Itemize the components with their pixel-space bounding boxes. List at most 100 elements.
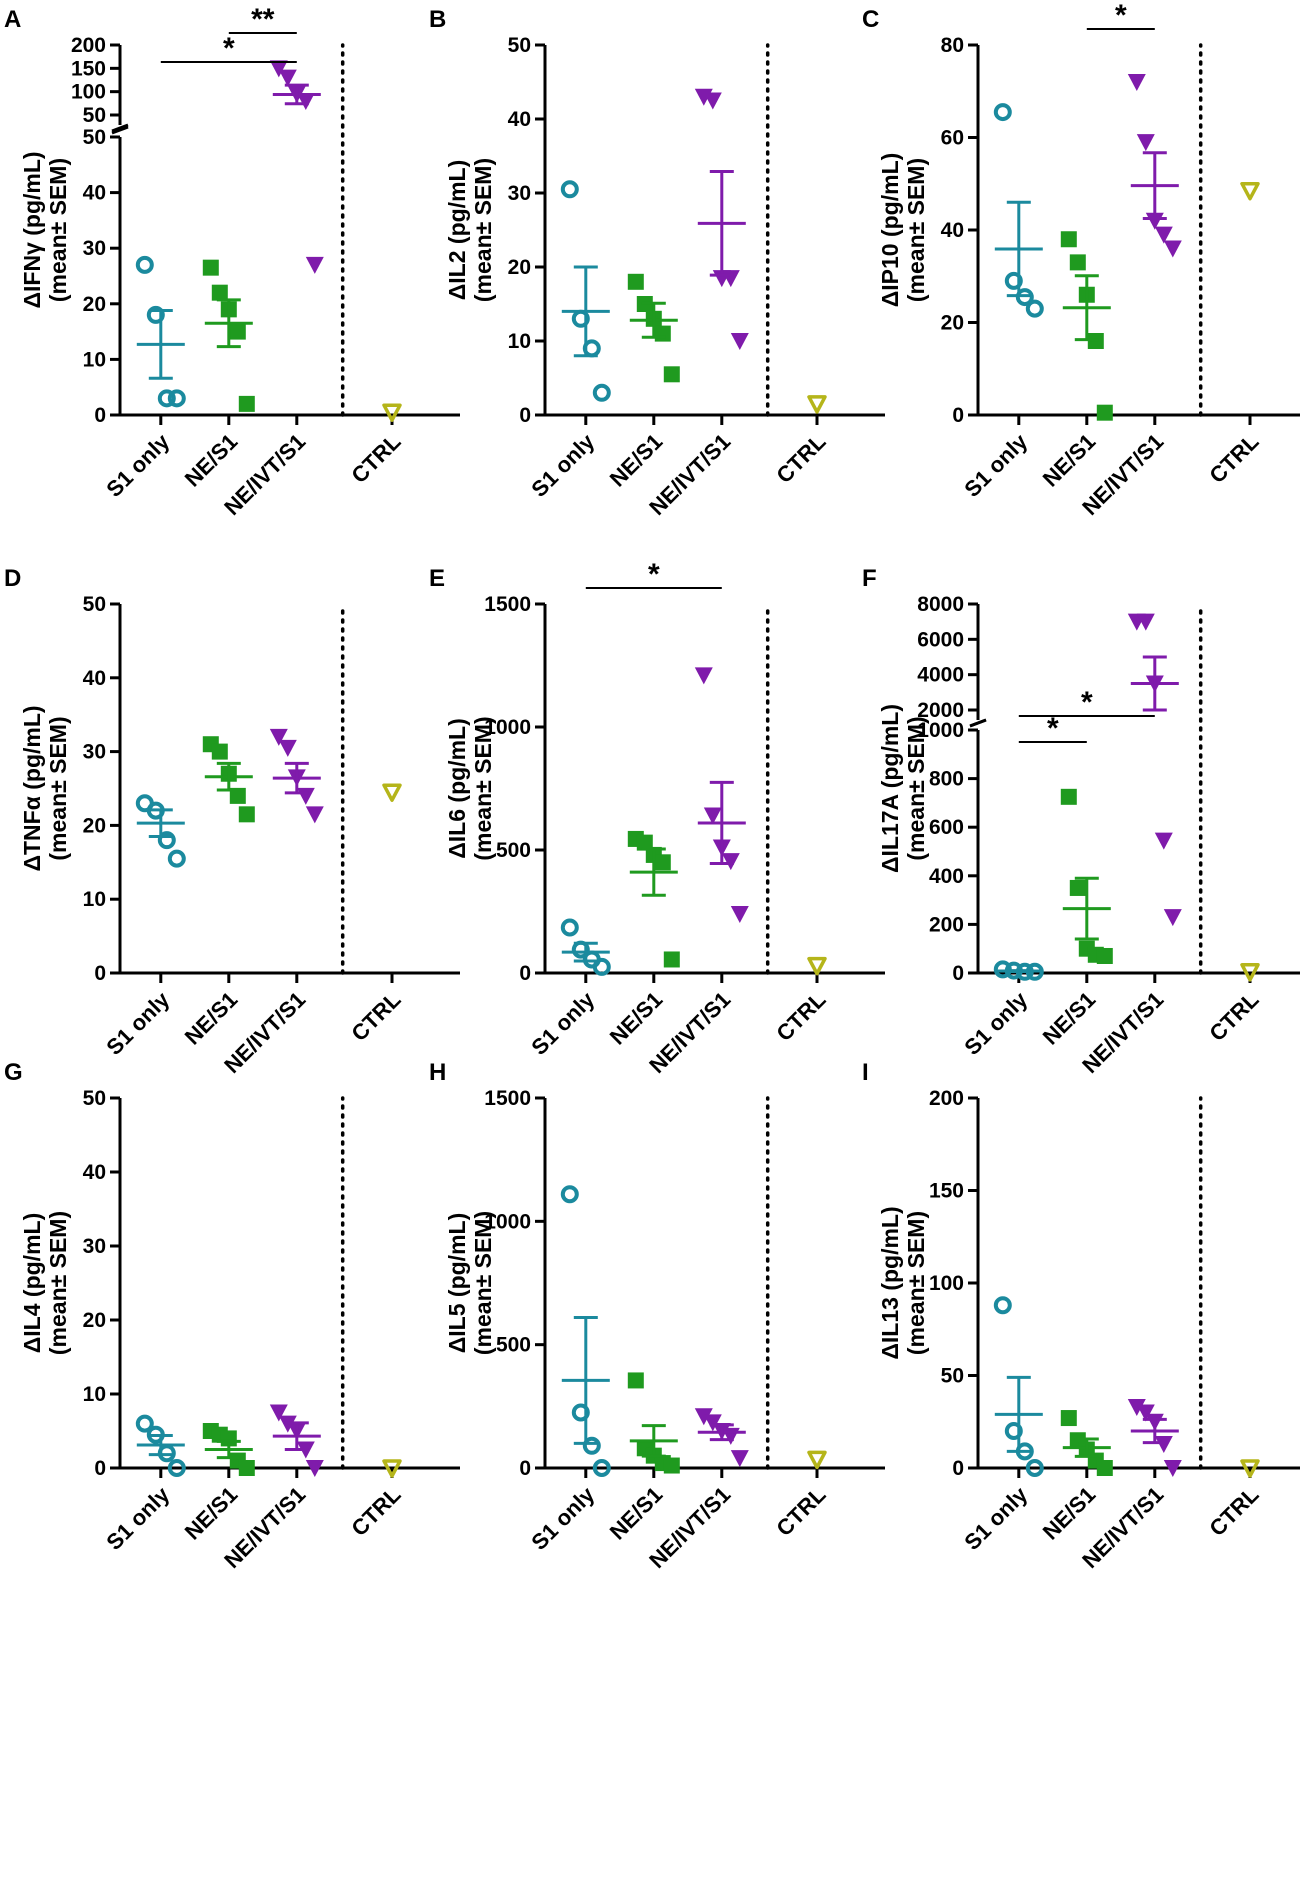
- data-point-ctrl: [807, 395, 827, 414]
- y-tick-label: 40: [508, 108, 531, 131]
- data-point-ne: [663, 951, 680, 968]
- data-point-s1: [592, 383, 611, 402]
- y-tick-label: 0: [94, 962, 106, 985]
- data-point-nei: [296, 787, 315, 805]
- data-point-ne: [238, 1460, 255, 1476]
- x-tick-label-ctrl: CTRL: [346, 1482, 405, 1541]
- significance-label: *: [223, 32, 235, 65]
- y-axis-label-sub: (mean± SEM): [903, 158, 929, 302]
- data-point-nei: [730, 333, 749, 350]
- data-point-s1: [993, 1296, 1012, 1315]
- y-axis-label: ΔIFNγ (pg/mL): [19, 151, 45, 308]
- data-point-ctrl: [1240, 1459, 1260, 1478]
- y-tick-label: 30: [83, 237, 106, 260]
- data-point-ne: [1096, 1460, 1113, 1476]
- significance-label: *: [1081, 686, 1093, 719]
- y-axis-label: ΔIL5 (pg/mL): [444, 1213, 470, 1353]
- data-point-ne: [1060, 231, 1077, 248]
- y-tick-label: 400: [929, 865, 964, 888]
- y-tick-label: 0: [519, 962, 531, 985]
- data-point-s1: [146, 305, 165, 324]
- x-tick-label-s1: S1 only: [959, 1481, 1033, 1555]
- data-point-nei: [721, 853, 740, 871]
- data-point-ne: [1060, 1410, 1077, 1427]
- y-axis-label: ΔIP10 (pg/mL): [877, 153, 903, 308]
- data-point-ne: [211, 743, 228, 760]
- y-tick-label: 30: [83, 1235, 106, 1258]
- x-tick-label-ctrl: CTRL: [346, 429, 405, 488]
- x-tick-label-ne: NE/S1: [605, 1482, 668, 1545]
- y-tick-label-upper: 2000: [917, 699, 964, 722]
- data-point-ne: [1060, 788, 1077, 805]
- x-tick-label-ne: NE/S1: [605, 987, 668, 1050]
- data-point-ne: [238, 806, 255, 823]
- data-point-nei: [694, 667, 713, 685]
- panel-letter: G: [4, 1059, 23, 1086]
- data-point-s1: [157, 389, 176, 408]
- y-tick-label: 150: [929, 1180, 964, 1203]
- x-tick-label-ctrl: CTRL: [771, 987, 830, 1046]
- x-tick-label-s1: S1 only: [526, 986, 600, 1060]
- y-tick-label: 20: [83, 814, 106, 837]
- data-point-ne: [229, 787, 246, 804]
- y-tick-label: 50: [83, 593, 106, 616]
- data-point-s1: [582, 1436, 601, 1455]
- y-axis-label-sub: (mean± SEM): [45, 1211, 71, 1355]
- data-point-ctrl: [1240, 963, 1260, 982]
- y-tick-label: 0: [94, 1457, 106, 1480]
- axis-break-mark: [969, 718, 987, 728]
- data-point-s1: [1004, 1422, 1023, 1440]
- data-point-nei: [269, 1404, 288, 1422]
- y-tick-label: 1000: [484, 716, 531, 739]
- y-axis-label-sub: (mean± SEM): [470, 716, 496, 860]
- y-tick-label-upper: 4000: [917, 664, 964, 687]
- y-tick-label: 0: [952, 1457, 964, 1480]
- panel-letter: I: [862, 1059, 869, 1086]
- data-point-s1: [560, 918, 579, 937]
- y-tick-label: 40: [83, 182, 106, 205]
- data-point-nei: [703, 807, 722, 825]
- data-point-s1: [571, 1403, 590, 1422]
- y-tick-label: 800: [929, 768, 964, 791]
- data-point-ne: [202, 259, 219, 276]
- y-tick-label-upper: 150: [71, 57, 106, 80]
- data-point-ne: [1069, 254, 1086, 271]
- y-tick-label-upper: 100: [71, 81, 106, 104]
- x-tick-label-ne: NE/S1: [1038, 987, 1101, 1050]
- x-tick-label-ne: NE/S1: [180, 1482, 243, 1545]
- y-axis-label-sub: (mean± SEM): [470, 158, 496, 302]
- x-tick-label-ctrl: CTRL: [1204, 987, 1263, 1046]
- data-point-s1: [1025, 1459, 1044, 1477]
- y-tick-label: 20: [83, 1309, 106, 1332]
- panel-i: I 0 50 100 150 200 ΔIL13 (pg/mL) (mean± SEM) S1 …: [862, 1059, 1300, 1573]
- y-axis-label: ΔIL13 (pg/mL): [877, 1206, 903, 1359]
- data-point-ctrl: [382, 403, 402, 422]
- data-point-s1: [167, 389, 186, 408]
- y-tick-label: 600: [929, 816, 964, 839]
- data-point-nei: [694, 1408, 713, 1426]
- data-point-ne: [238, 395, 255, 412]
- y-tick-label: 40: [83, 667, 106, 690]
- y-tick-label: 200: [929, 1087, 964, 1110]
- data-point-nei: [1154, 226, 1173, 244]
- y-tick-label-upper: 200: [71, 34, 106, 57]
- data-point-ne: [663, 1457, 680, 1474]
- panel-g: G 0 10 20 30 40 50 ΔIL4 (pg/mL) (mean± SEM) S1 on…: [4, 1059, 460, 1573]
- data-point-s1: [135, 1414, 154, 1433]
- axis-break-mark: [111, 125, 129, 135]
- data-point-nei: [296, 93, 315, 110]
- data-point-ne: [663, 366, 680, 383]
- panel-letter: F: [862, 565, 877, 592]
- data-point-nei: [1136, 1404, 1155, 1422]
- y-tick-label: 1500: [484, 1087, 531, 1110]
- x-tick-label-s1: S1 only: [101, 1481, 175, 1555]
- y-axis-label: ΔIL4 (pg/mL): [19, 1213, 45, 1353]
- y-tick-label: 20: [941, 312, 964, 335]
- data-point-ne: [211, 284, 228, 301]
- data-point-ne: [627, 1372, 644, 1389]
- data-point-nei: [278, 739, 297, 757]
- data-point-ne: [1096, 404, 1113, 421]
